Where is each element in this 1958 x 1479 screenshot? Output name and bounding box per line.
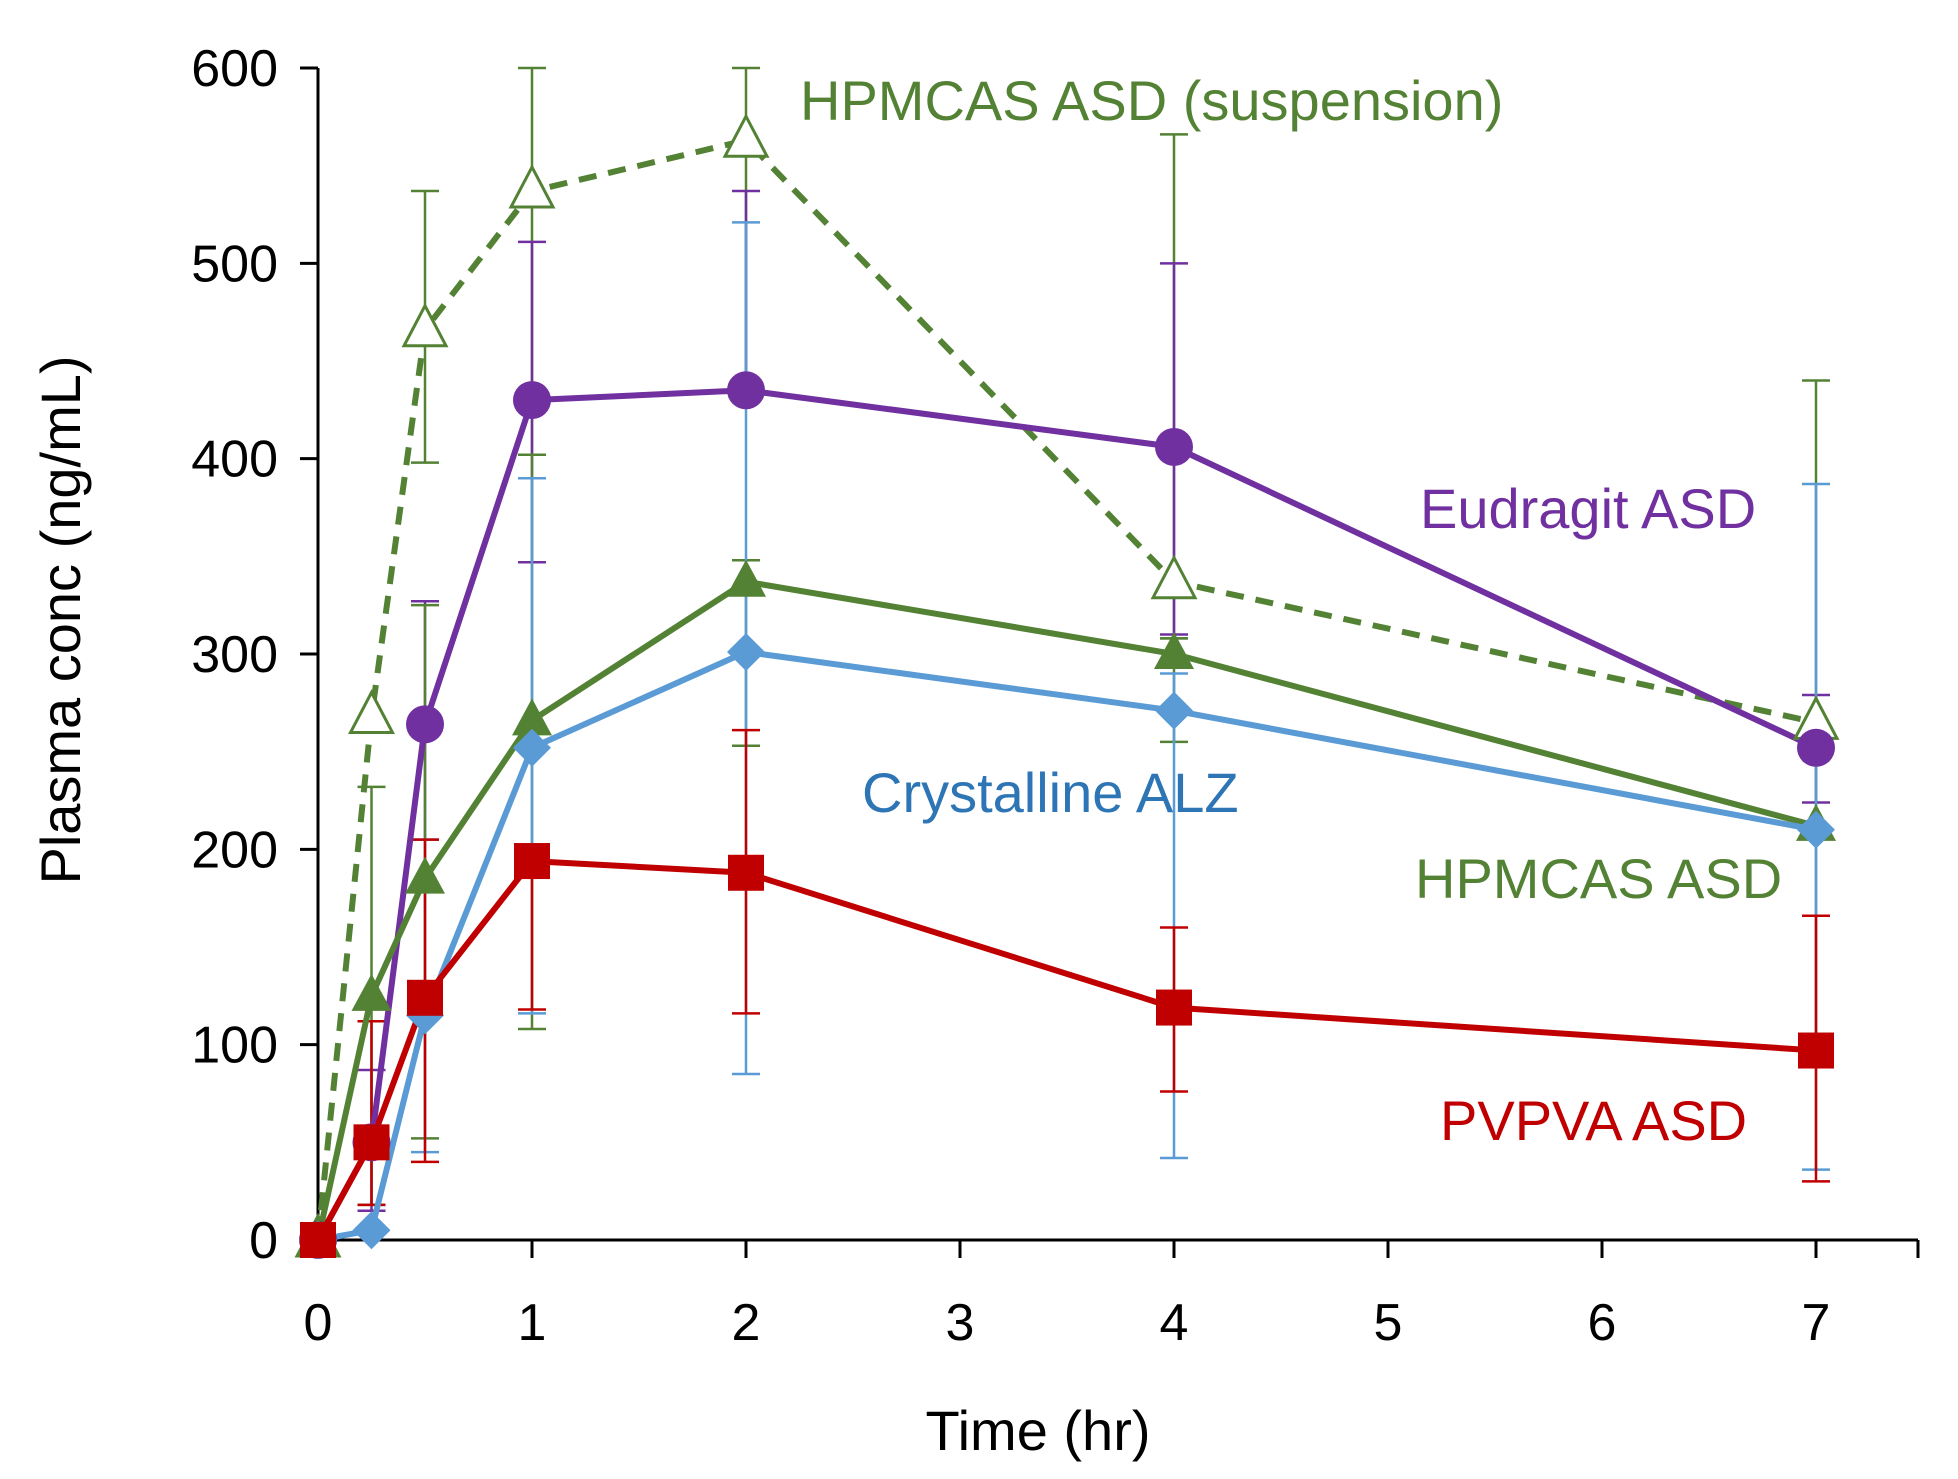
y-tick-label: 0 <box>249 1212 278 1270</box>
crystalline-alz-point <box>1797 810 1835 849</box>
x-axis-title: Time (hr) <box>925 1399 1150 1462</box>
hpmcas-asd-point <box>405 856 445 894</box>
hpmcas-asd-point <box>1154 632 1194 669</box>
series-label-pvpva: PVPVA ASD <box>1440 1089 1747 1152</box>
crystalline-alz-point <box>1155 691 1193 730</box>
y-ticks: 0 100 200 300 400 500 600 <box>191 40 318 1270</box>
hpmcas-asd-point <box>512 698 552 736</box>
eudragit-asd-point <box>406 705 444 744</box>
hpmcas-asd-suspension-point <box>348 689 395 735</box>
hpmcas-asd-suspension-point <box>1150 554 1198 600</box>
hpmcas-asd-point <box>726 559 766 597</box>
x-tick-label: 6 <box>1588 1294 1617 1352</box>
eudragit-asd-point <box>513 381 551 420</box>
hpmcas-asd-suspension-line <box>315 137 1817 1241</box>
y-tick-label: 100 <box>191 1017 278 1075</box>
x-tick-label: 7 <box>1802 1294 1831 1352</box>
series-label-hpmcas: HPMCAS ASD <box>1415 847 1782 910</box>
y-tick-label: 300 <box>191 626 278 684</box>
crystalline-alz-point <box>513 728 551 767</box>
x-tick-label: 4 <box>1160 1294 1189 1352</box>
hpmcas-asd-point <box>351 973 392 1011</box>
x-ticks: 0 1 2 3 4 5 6 7 <box>304 1240 1920 1352</box>
crystalline-alz-point <box>352 1211 391 1250</box>
y-tick-label: 200 <box>191 821 278 879</box>
axes <box>316 68 1918 1242</box>
hpmcas-asd-suspension-point <box>401 302 449 348</box>
y-tick-label: 400 <box>191 431 278 489</box>
pvpva-asd-point <box>514 843 550 880</box>
hpmcas-asd-suspension-point <box>722 113 770 158</box>
y-tick-label: 500 <box>191 235 278 293</box>
x-tick-label: 3 <box>946 1294 975 1352</box>
pvpva-asd-point <box>728 854 764 891</box>
eudragit-asd-point <box>1155 427 1193 466</box>
pvpva-asd-point <box>1798 1032 1834 1069</box>
y-tick-label: 600 <box>191 40 278 98</box>
x-tick-label: 2 <box>732 1294 761 1352</box>
y-axis-title: Plasma conc (ng/mL) <box>29 355 92 884</box>
pvpva-asd-point <box>407 979 443 1016</box>
pvpva-asd-point <box>353 1124 390 1161</box>
x-tick-label: 0 <box>304 1294 333 1352</box>
eudragit-asd-point <box>727 371 765 410</box>
series-label-hpmcas-suspension: HPMCAS ASD (suspension) <box>800 69 1503 132</box>
series-lines <box>315 137 1818 1243</box>
eudragit-asd-point <box>1797 728 1835 767</box>
crystalline-alz-point <box>727 633 765 672</box>
hpmcas-asd-suspension-point <box>508 163 556 209</box>
series-markers <box>294 113 1840 1259</box>
pvpva-asd-line <box>315 858 1817 1242</box>
pvpva-asd-point <box>300 1222 336 1258</box>
x-tick-label: 1 <box>518 1294 547 1352</box>
pvpva-asd-point <box>1156 989 1192 1026</box>
series-label-eudragit: Eudragit ASD <box>1420 477 1756 540</box>
x-tick-label: 5 <box>1374 1294 1403 1352</box>
series-label-crystalline: Crystalline ALZ <box>862 761 1239 824</box>
